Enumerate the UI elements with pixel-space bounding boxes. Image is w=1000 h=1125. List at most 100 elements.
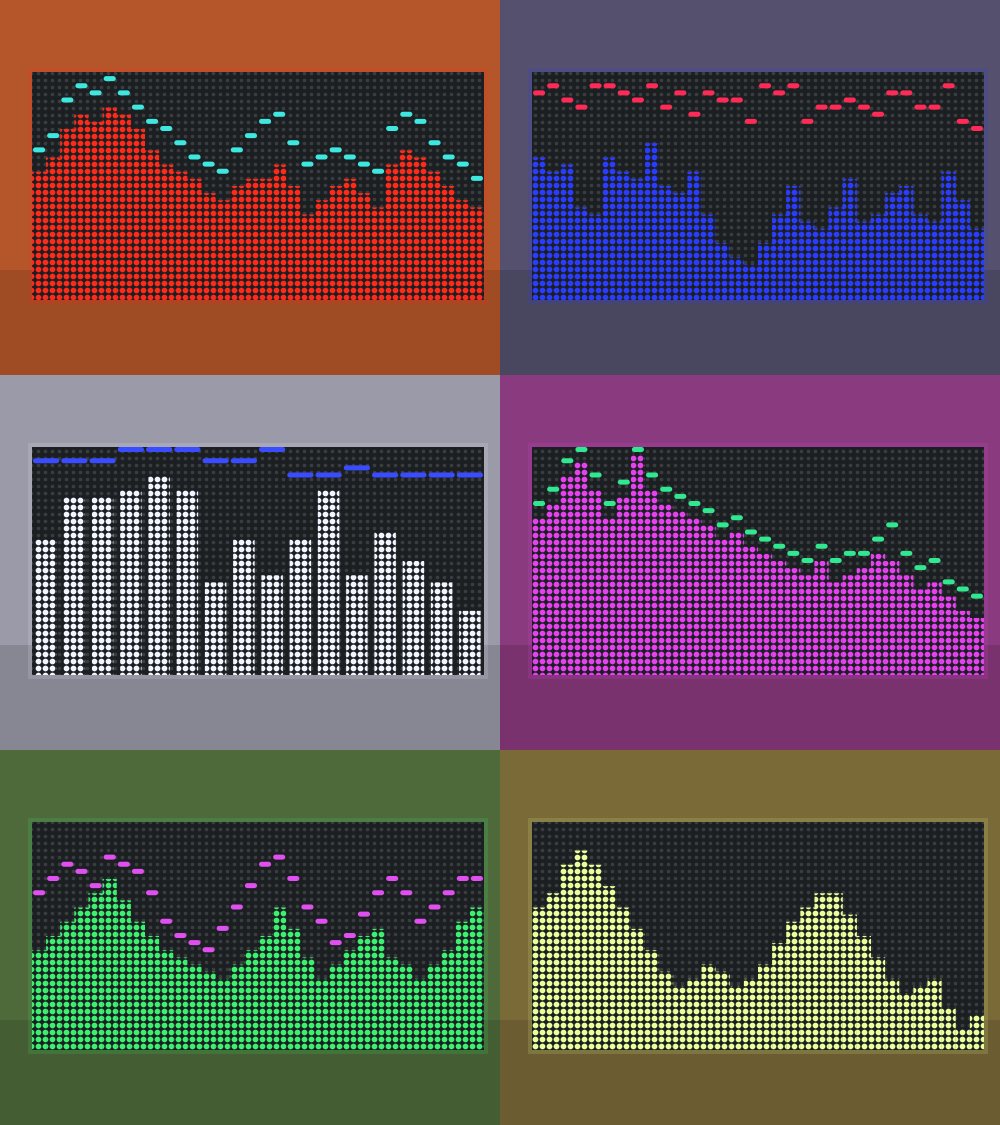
peak-dot: [188, 154, 201, 160]
spectrum-bar: [560, 164, 575, 300]
peak-dot: [301, 904, 314, 910]
peak-dot: [372, 890, 385, 896]
spectrum-bar: [800, 575, 815, 675]
spectrum-bar: [772, 943, 787, 1050]
peak-dot: [61, 97, 74, 103]
spectrum-bar: [74, 907, 89, 1050]
peak-dot: [273, 854, 286, 860]
peak-dot: [561, 97, 574, 103]
spectrum-bar: [616, 171, 631, 300]
photo-panel: [0, 0, 500, 375]
peak-dot: [386, 126, 399, 131]
spectrum-bar: [130, 921, 145, 1050]
peak-dot: [160, 918, 173, 924]
spectrum-bar: [314, 200, 329, 300]
spectrum-bar: [229, 964, 244, 1050]
spectrum-bar: [673, 193, 688, 300]
spectrum-bar: [402, 561, 425, 675]
peak-dot: [688, 111, 701, 117]
spectrum-bar: [701, 964, 716, 1050]
spectrum-bar: [574, 461, 589, 675]
spectrum-bar: [602, 518, 617, 675]
peak-dot: [414, 118, 427, 124]
spectrum-bar: [413, 978, 428, 1050]
peak-dot: [815, 543, 828, 549]
spectrum-bar: [885, 561, 900, 675]
spectrum-bar: [201, 193, 216, 300]
peak-dot: [843, 97, 856, 103]
peak-dot: [47, 133, 60, 139]
spectrum-bar: [546, 504, 561, 675]
peak-dot: [357, 161, 370, 167]
peak-dot: [787, 550, 800, 556]
peak-dot: [188, 940, 201, 946]
peak-dot: [372, 168, 385, 174]
spectrum-bar: [616, 907, 631, 1050]
peak-dot: [343, 154, 356, 160]
spectrum-bar: [243, 178, 258, 300]
peak-dot: [456, 472, 483, 478]
spectrum-bar: [899, 186, 914, 300]
peak-dot: [442, 890, 455, 896]
peak-dot: [470, 175, 483, 181]
peak-dot: [801, 558, 814, 563]
peak-dot: [400, 111, 413, 117]
spectrum-bar: [673, 511, 688, 675]
peak-dot: [456, 876, 469, 881]
peak-dot: [589, 472, 602, 478]
spectrum-bar: [941, 171, 956, 300]
spectrum-bar: [645, 950, 660, 1050]
spectrum-bar: [427, 171, 442, 300]
peak-dot: [33, 147, 46, 153]
spectrum-bar: [441, 186, 456, 300]
spectrum-bar: [969, 228, 984, 300]
peak-dot: [914, 104, 927, 110]
peak-dot: [33, 458, 60, 464]
peak-dot: [603, 501, 616, 506]
spectrum-bar: [300, 214, 315, 300]
spectrum-bar: [88, 121, 103, 300]
spectrum-bar: [856, 221, 871, 300]
spectrum-bar: [574, 207, 589, 300]
peak-dot: [872, 536, 885, 542]
spectrum-bar: [35, 539, 57, 675]
spectrum-bar: [630, 178, 645, 300]
spectrum-bar: [814, 893, 829, 1050]
spectrum-bar: [955, 1028, 970, 1050]
spectrum-bar: [899, 993, 914, 1050]
spectrum-bar: [546, 171, 561, 300]
peak-dot: [829, 558, 842, 563]
peak-dot: [131, 868, 144, 874]
peak-dot: [61, 861, 74, 867]
spectrum-bar: [729, 257, 744, 300]
peak-dot: [287, 472, 314, 478]
spectrum-bar: [659, 504, 674, 675]
peak-dot: [357, 911, 370, 917]
spectrum-bar: [786, 186, 801, 300]
peak-dot: [900, 550, 913, 556]
spectrum-bar: [871, 214, 886, 300]
spectrum-bar: [455, 200, 470, 300]
spectrum-bar: [715, 243, 730, 300]
spectrum-bar: [399, 964, 414, 1050]
spectrum-bar: [800, 907, 815, 1050]
peak-dot: [117, 90, 130, 96]
peak-dot: [216, 925, 229, 931]
spectrum-bar: [60, 921, 75, 1050]
spectrum-bar: [729, 985, 744, 1050]
peak-dot: [646, 83, 659, 89]
spectrum-bar: [441, 950, 456, 1050]
spectrum-bar: [546, 893, 561, 1050]
photo-panel: [500, 0, 1000, 375]
spectrum-bar: [215, 978, 230, 1050]
spectrum-bar: [176, 489, 199, 675]
spectrum-bar: [145, 150, 160, 300]
peak-dot: [146, 890, 159, 896]
peak-dot: [589, 83, 602, 89]
spectrum-bar: [145, 936, 160, 1050]
peak-dot: [131, 104, 144, 110]
spectrum-bar: [588, 214, 603, 300]
spectrum-bar: [814, 228, 829, 300]
spectrum-bar: [342, 950, 357, 1050]
peak-dot: [759, 83, 772, 89]
